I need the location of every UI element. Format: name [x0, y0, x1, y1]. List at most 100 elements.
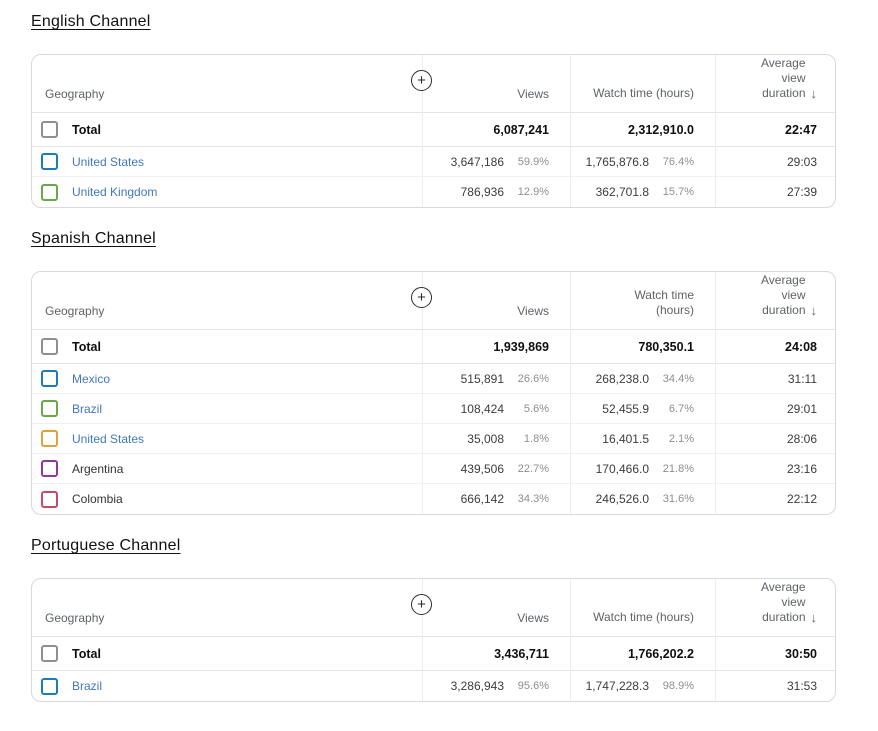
watch-time-value: 170,466.0 — [595, 461, 649, 476]
add-metric-button[interactable]: + — [411, 70, 432, 91]
avg-duration-value: 23:16 — [786, 461, 817, 476]
watch-time-cell: 362,701.8 15.7% — [569, 185, 714, 199]
row-checkbox[interactable] — [41, 490, 58, 508]
views-cell: 3,647,186 59.9% — [421, 155, 569, 169]
watch-time-column-header[interactable]: Watch time (hours) — [593, 86, 694, 100]
views-value: 108,424 — [460, 401, 504, 416]
avg-view-duration-label: Average view duration — [761, 273, 806, 317]
views-percent: 22.7% — [517, 462, 549, 475]
total-checkbox[interactable] — [41, 121, 58, 138]
views-percent: 34.3% — [517, 493, 549, 505]
country-name-link[interactable]: Brazil — [72, 679, 103, 693]
views-value: 3,647,186 — [450, 154, 504, 169]
views-percent: 95.6% — [517, 680, 549, 692]
watch-time-cell: 246,526.0 31.6% — [569, 492, 714, 506]
column-divider — [570, 579, 571, 701]
watch-time-value: 16,401.5 — [602, 431, 649, 446]
views-cell: 35,008 1.8% — [421, 432, 569, 446]
total-row: Total 3,436,711 1,766,202.2 30:50 — [32, 637, 835, 671]
table-row: United Kingdom 786,936 12.9% 362,701.8 15.7%… — [32, 177, 835, 207]
page: English Channel + Geography Views Watch tim… — [31, 13, 878, 702]
views-column-header[interactable]: Views — [517, 304, 549, 318]
channel-section: Portuguese Channel + Geography Views Watch … — [31, 537, 878, 702]
watch-time-percent: 34.4% — [662, 372, 694, 385]
sort-descending-icon: ↓ — [810, 303, 818, 318]
total-geo-cell: Total — [32, 121, 421, 138]
row-checkbox[interactable] — [41, 183, 58, 201]
total-views-cell: 3,436,711 — [421, 647, 569, 661]
column-divider — [570, 55, 571, 207]
watch-time-percent: 76.4% — [662, 155, 694, 168]
total-label: Total — [72, 122, 101, 137]
views-value: 439,506 — [460, 461, 504, 476]
total-views-cell: 1,939,869 — [421, 340, 569, 354]
watch-time-percent: 21.8% — [662, 462, 694, 475]
row-checkbox[interactable] — [41, 460, 58, 477]
total-checkbox[interactable] — [41, 645, 58, 662]
add-metric-button[interactable]: + — [411, 287, 432, 308]
views-column-header[interactable]: Views — [517, 611, 549, 625]
column-divider — [422, 55, 423, 207]
table-row: United States 3,647,186 59.9% 1,765,876.8 76… — [32, 147, 835, 177]
avg-duration-value: 27:39 — [786, 185, 817, 199]
total-row: Total 6,087,241 2,312,910.0 22:47 — [32, 113, 835, 147]
watch-time-column-header[interactable]: Watch time (hours) — [634, 288, 694, 317]
geography-report-table: + Geography Views Watch time (hours) Average… — [31, 271, 836, 515]
table-row: Mexico 515,891 26.6% 268,238.0 34.4% 31:11 — [32, 364, 835, 394]
table-row: Brazil 3,286,943 95.6% 1,747,228.3 98.9% 31:5… — [32, 671, 835, 701]
watch-time-value: 268,238.0 — [595, 371, 649, 386]
country-name-link[interactable]: United States — [72, 431, 145, 446]
avg-view-duration-column-header[interactable]: Average view duration ↓ — [714, 56, 835, 112]
views-value: 35,008 — [467, 431, 504, 446]
column-divider — [715, 272, 716, 514]
row-checkbox[interactable] — [41, 370, 58, 387]
row-geo-cell: Argentina — [32, 460, 421, 477]
plus-icon: + — [417, 288, 426, 306]
total-views-value: 6,087,241 — [493, 122, 549, 137]
watch-time-column-header[interactable]: Watch time (hours) — [593, 610, 694, 624]
views-cell: 666,142 34.3% — [421, 492, 569, 506]
total-watch-time-value: 2,312,910.0 — [627, 122, 694, 137]
row-geo-cell: Brazil — [32, 400, 421, 417]
row-geo-cell: Colombia — [32, 490, 421, 508]
total-avg-duration-value: 24:08 — [785, 339, 817, 354]
geography-column-header: Geography — [45, 87, 105, 101]
watch-time-value: 52,455.9 — [602, 401, 649, 416]
country-name-link[interactable]: United Kingdom — [72, 185, 158, 199]
avg-duration-value: 31:11 — [787, 371, 817, 386]
views-column-header[interactable]: Views — [517, 87, 549, 101]
country-name: Argentina — [72, 461, 124, 476]
section-title: Portuguese Channel — [31, 537, 181, 554]
column-divider — [422, 579, 423, 701]
channel-section: English Channel + Geography Views Watch tim… — [31, 13, 878, 208]
row-geo-cell: United States — [32, 430, 421, 447]
views-value: 3,286,943 — [450, 679, 504, 693]
row-checkbox[interactable] — [41, 153, 58, 170]
row-geo-cell: Brazil — [32, 677, 421, 695]
row-checkbox[interactable] — [41, 400, 58, 417]
sort-descending-icon: ↓ — [810, 610, 818, 625]
table-row: Brazil 108,424 5.6% 52,455.9 6.7% 29:01 — [32, 394, 835, 424]
avg-view-duration-column-header[interactable]: Average view duration ↓ — [714, 580, 835, 636]
column-divider — [715, 55, 716, 207]
total-geo-cell: Total — [32, 645, 421, 662]
avg-duration-value: 31:53 — [786, 679, 817, 693]
row-checkbox[interactable] — [41, 430, 58, 447]
country-name-link[interactable]: Brazil — [72, 401, 103, 416]
total-avg-duration-value: 30:50 — [785, 646, 817, 661]
total-views-cell: 6,087,241 — [421, 123, 569, 137]
table-header-row: Geography Views Watch time (hours) Average … — [32, 579, 835, 637]
add-metric-button[interactable]: + — [411, 594, 432, 615]
total-row: Total 1,939,869 780,350.1 24:08 — [32, 330, 835, 364]
avg-duration-value: 28:06 — [786, 431, 817, 446]
plus-icon: + — [417, 595, 426, 613]
views-cell: 786,936 12.9% — [421, 185, 569, 199]
watch-time-cell: 16,401.5 2.1% — [569, 432, 714, 446]
avg-view-duration-column-header[interactable]: Average view duration ↓ — [714, 273, 835, 329]
total-checkbox[interactable] — [41, 338, 58, 355]
views-cell: 515,891 26.6% — [421, 372, 569, 386]
total-geo-cell: Total — [32, 338, 421, 355]
row-checkbox[interactable] — [41, 677, 58, 695]
country-name-link[interactable]: United States — [72, 154, 145, 169]
country-name-link[interactable]: Mexico — [72, 371, 111, 386]
